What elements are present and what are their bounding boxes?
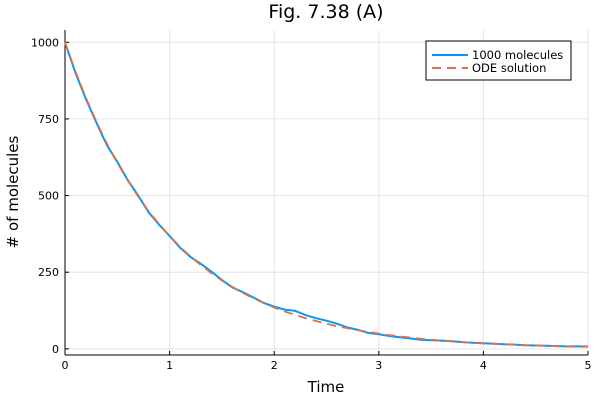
series-lines [64,41,588,348]
y-tick-label: 500 [38,190,59,203]
x-tick-label: 3 [375,359,382,372]
x-tick-label: 4 [480,359,487,372]
x-tick-label: 2 [271,359,278,372]
y-tick-label: 1000 [31,36,59,49]
legend-label-0: 1000 molecules [472,48,563,62]
legend-box [425,40,572,81]
x-tick-label: 0 [62,359,69,372]
series-line-1 [64,41,588,348]
y-axis-label: # of molecules [4,135,22,248]
y-tick-label: 750 [38,113,59,126]
ticks: 0 1 2 3 4 5 0 250 500 750 1000 [31,36,592,372]
y-tick-label: 250 [38,266,59,279]
y-tick-label: 0 [52,343,59,356]
grid [64,30,589,355]
x-axis-label: Time [307,378,345,396]
x-tick-label: 5 [585,359,592,372]
legend: 1000 molecules ODE solution [425,40,572,81]
x-tick-label: 1 [166,359,173,372]
series-line-0 [64,41,588,348]
legend-label-1: ODE solution [472,61,546,75]
chart-title: Fig. 7.38 (A) [268,1,383,23]
